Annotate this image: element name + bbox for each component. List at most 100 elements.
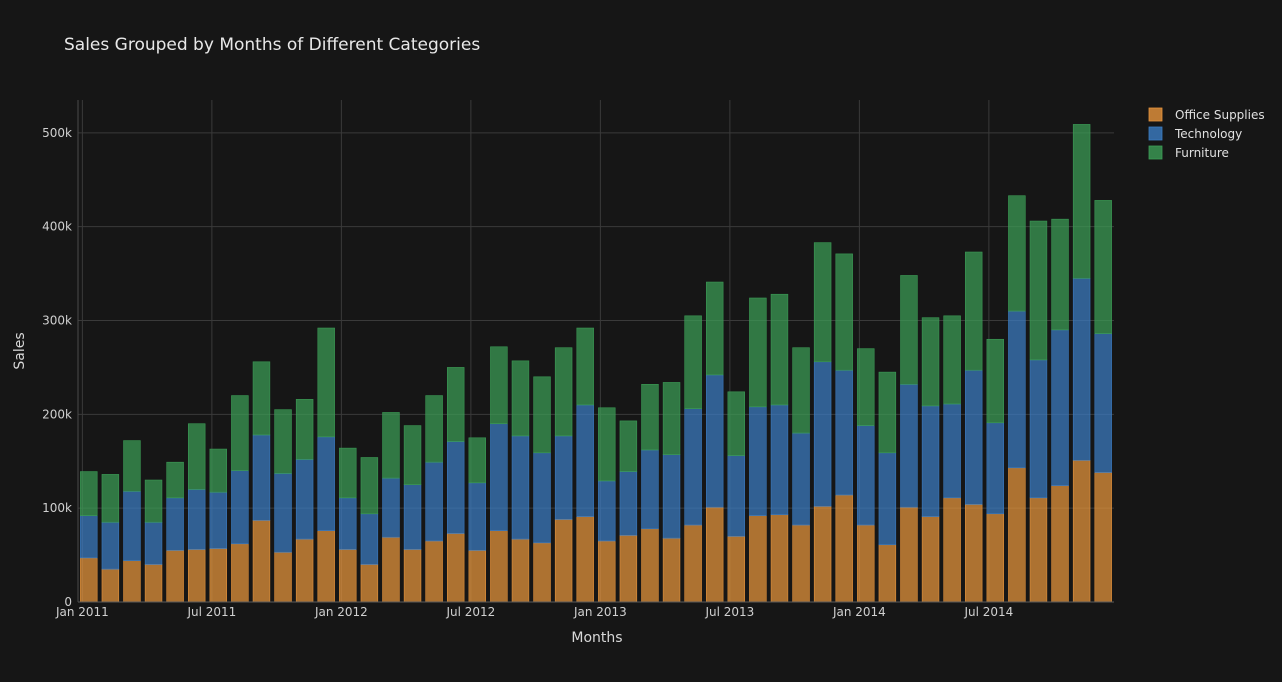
bar-furniture[interactable]: [813, 242, 832, 363]
bar-office-supplies[interactable]: [813, 505, 832, 603]
bar-office-supplies[interactable]: [1029, 497, 1048, 603]
bar-technology[interactable]: [900, 384, 918, 508]
bar-furniture[interactable]: [446, 367, 465, 442]
bar-technology[interactable]: [274, 473, 292, 553]
bar-technology[interactable]: [144, 521, 163, 565]
bar-technology[interactable]: [425, 461, 443, 542]
legend[interactable]: Office Supplies Technology Furniture: [1148, 107, 1265, 160]
bar-office-supplies[interactable]: [878, 544, 897, 603]
bar-office-supplies[interactable]: [123, 560, 141, 603]
bar-furniture[interactable]: [511, 360, 530, 437]
bar-technology[interactable]: [187, 489, 206, 550]
bar-technology[interactable]: [339, 497, 357, 550]
bar-office-supplies[interactable]: [468, 550, 487, 603]
bar-furniture[interactable]: [641, 384, 659, 451]
bar-office-supplies[interactable]: [792, 524, 810, 603]
bar-technology[interactable]: [857, 425, 875, 526]
bar-furniture[interactable]: [144, 479, 163, 523]
bar-furniture[interactable]: [857, 348, 875, 426]
bar-office-supplies[interactable]: [295, 538, 314, 603]
bar-furniture[interactable]: [425, 395, 443, 463]
bar-furniture[interactable]: [252, 361, 271, 436]
bar-technology[interactable]: [80, 515, 98, 559]
bar-furniture[interactable]: [295, 399, 314, 460]
bar-office-supplies[interactable]: [1008, 467, 1026, 603]
bar-technology[interactable]: [813, 361, 832, 507]
bar-office-supplies[interactable]: [446, 533, 465, 603]
bar-office-supplies[interactable]: [1094, 472, 1112, 603]
bar-office-supplies[interactable]: [835, 494, 853, 603]
bar-technology[interactable]: [986, 422, 1005, 515]
bar-furniture[interactable]: [382, 412, 400, 479]
bar-technology[interactable]: [576, 404, 594, 517]
bar-furniture[interactable]: [317, 327, 335, 438]
bar-furniture[interactable]: [231, 395, 249, 471]
bar-technology[interactable]: [878, 452, 897, 546]
bar-technology[interactable]: [382, 477, 400, 538]
bar-technology[interactable]: [403, 484, 422, 550]
legend-label-furniture[interactable]: Furniture: [1175, 146, 1229, 160]
bar-furniture[interactable]: [878, 371, 897, 454]
bar-office-supplies[interactable]: [1051, 485, 1069, 603]
bar-technology[interactable]: [123, 490, 141, 562]
bar-office-supplies[interactable]: [317, 530, 335, 603]
bar-furniture[interactable]: [598, 407, 616, 482]
bar-technology[interactable]: [209, 491, 228, 549]
bar-technology[interactable]: [749, 406, 767, 516]
bar-furniture[interactable]: [684, 315, 702, 410]
legend-swatch-technology[interactable]: [1148, 126, 1163, 141]
bar-technology[interactable]: [792, 432, 810, 526]
legend-swatch-office-supplies[interactable]: [1148, 107, 1163, 122]
bar-furniture[interactable]: [900, 275, 918, 385]
bar-technology[interactable]: [468, 482, 487, 551]
bar-office-supplies[interactable]: [900, 506, 918, 603]
bar-office-supplies[interactable]: [921, 516, 940, 603]
bar-office-supplies[interactable]: [598, 540, 616, 603]
bar-technology[interactable]: [231, 470, 249, 545]
legend-swatch-furniture[interactable]: [1148, 145, 1163, 160]
bar-furniture[interactable]: [943, 315, 961, 405]
bar-furniture[interactable]: [705, 281, 724, 376]
bar-furniture[interactable]: [921, 317, 940, 407]
bar-technology[interactable]: [943, 403, 961, 499]
bar-office-supplies[interactable]: [662, 537, 681, 603]
bar-furniture[interactable]: [187, 423, 206, 490]
bar-furniture[interactable]: [727, 391, 746, 456]
bar-office-supplies[interactable]: [1072, 460, 1091, 603]
bar-technology[interactable]: [1029, 359, 1048, 499]
bar-technology[interactable]: [1051, 329, 1069, 486]
bar-furniture[interactable]: [576, 327, 594, 406]
bar-furniture[interactable]: [1051, 218, 1069, 331]
bar-office-supplies[interactable]: [964, 504, 983, 603]
bar-office-supplies[interactable]: [144, 564, 163, 603]
bar-office-supplies[interactable]: [339, 549, 357, 603]
bar-office-supplies[interactable]: [360, 564, 379, 603]
bar-office-supplies[interactable]: [425, 540, 443, 603]
bar-technology[interactable]: [964, 369, 983, 505]
bar-office-supplies[interactable]: [727, 536, 746, 603]
bar-furniture[interactable]: [554, 347, 573, 437]
bar-furniture[interactable]: [166, 461, 184, 499]
bar-technology[interactable]: [1094, 333, 1112, 473]
bar-technology[interactable]: [619, 471, 638, 536]
bar-furniture[interactable]: [80, 471, 98, 516]
bar-technology[interactable]: [727, 455, 746, 537]
bar-technology[interactable]: [554, 435, 573, 520]
bar-furniture[interactable]: [770, 293, 789, 406]
bar-technology[interactable]: [641, 449, 659, 530]
bar-technology[interactable]: [252, 434, 271, 521]
bar-furniture[interactable]: [619, 420, 638, 472]
bar-furniture[interactable]: [749, 297, 767, 408]
bar-office-supplies[interactable]: [857, 524, 875, 603]
bar-technology[interactable]: [1008, 310, 1026, 469]
bar-technology[interactable]: [511, 435, 530, 540]
bar-office-supplies[interactable]: [749, 515, 767, 603]
bar-furniture[interactable]: [274, 409, 292, 474]
bar-furniture[interactable]: [533, 376, 551, 454]
bar-office-supplies[interactable]: [166, 550, 184, 603]
bar-furniture[interactable]: [403, 425, 422, 486]
bar-office-supplies[interactable]: [274, 551, 292, 603]
bar-office-supplies[interactable]: [382, 536, 400, 603]
bar-technology[interactable]: [533, 452, 551, 544]
bar-furniture[interactable]: [986, 338, 1005, 424]
